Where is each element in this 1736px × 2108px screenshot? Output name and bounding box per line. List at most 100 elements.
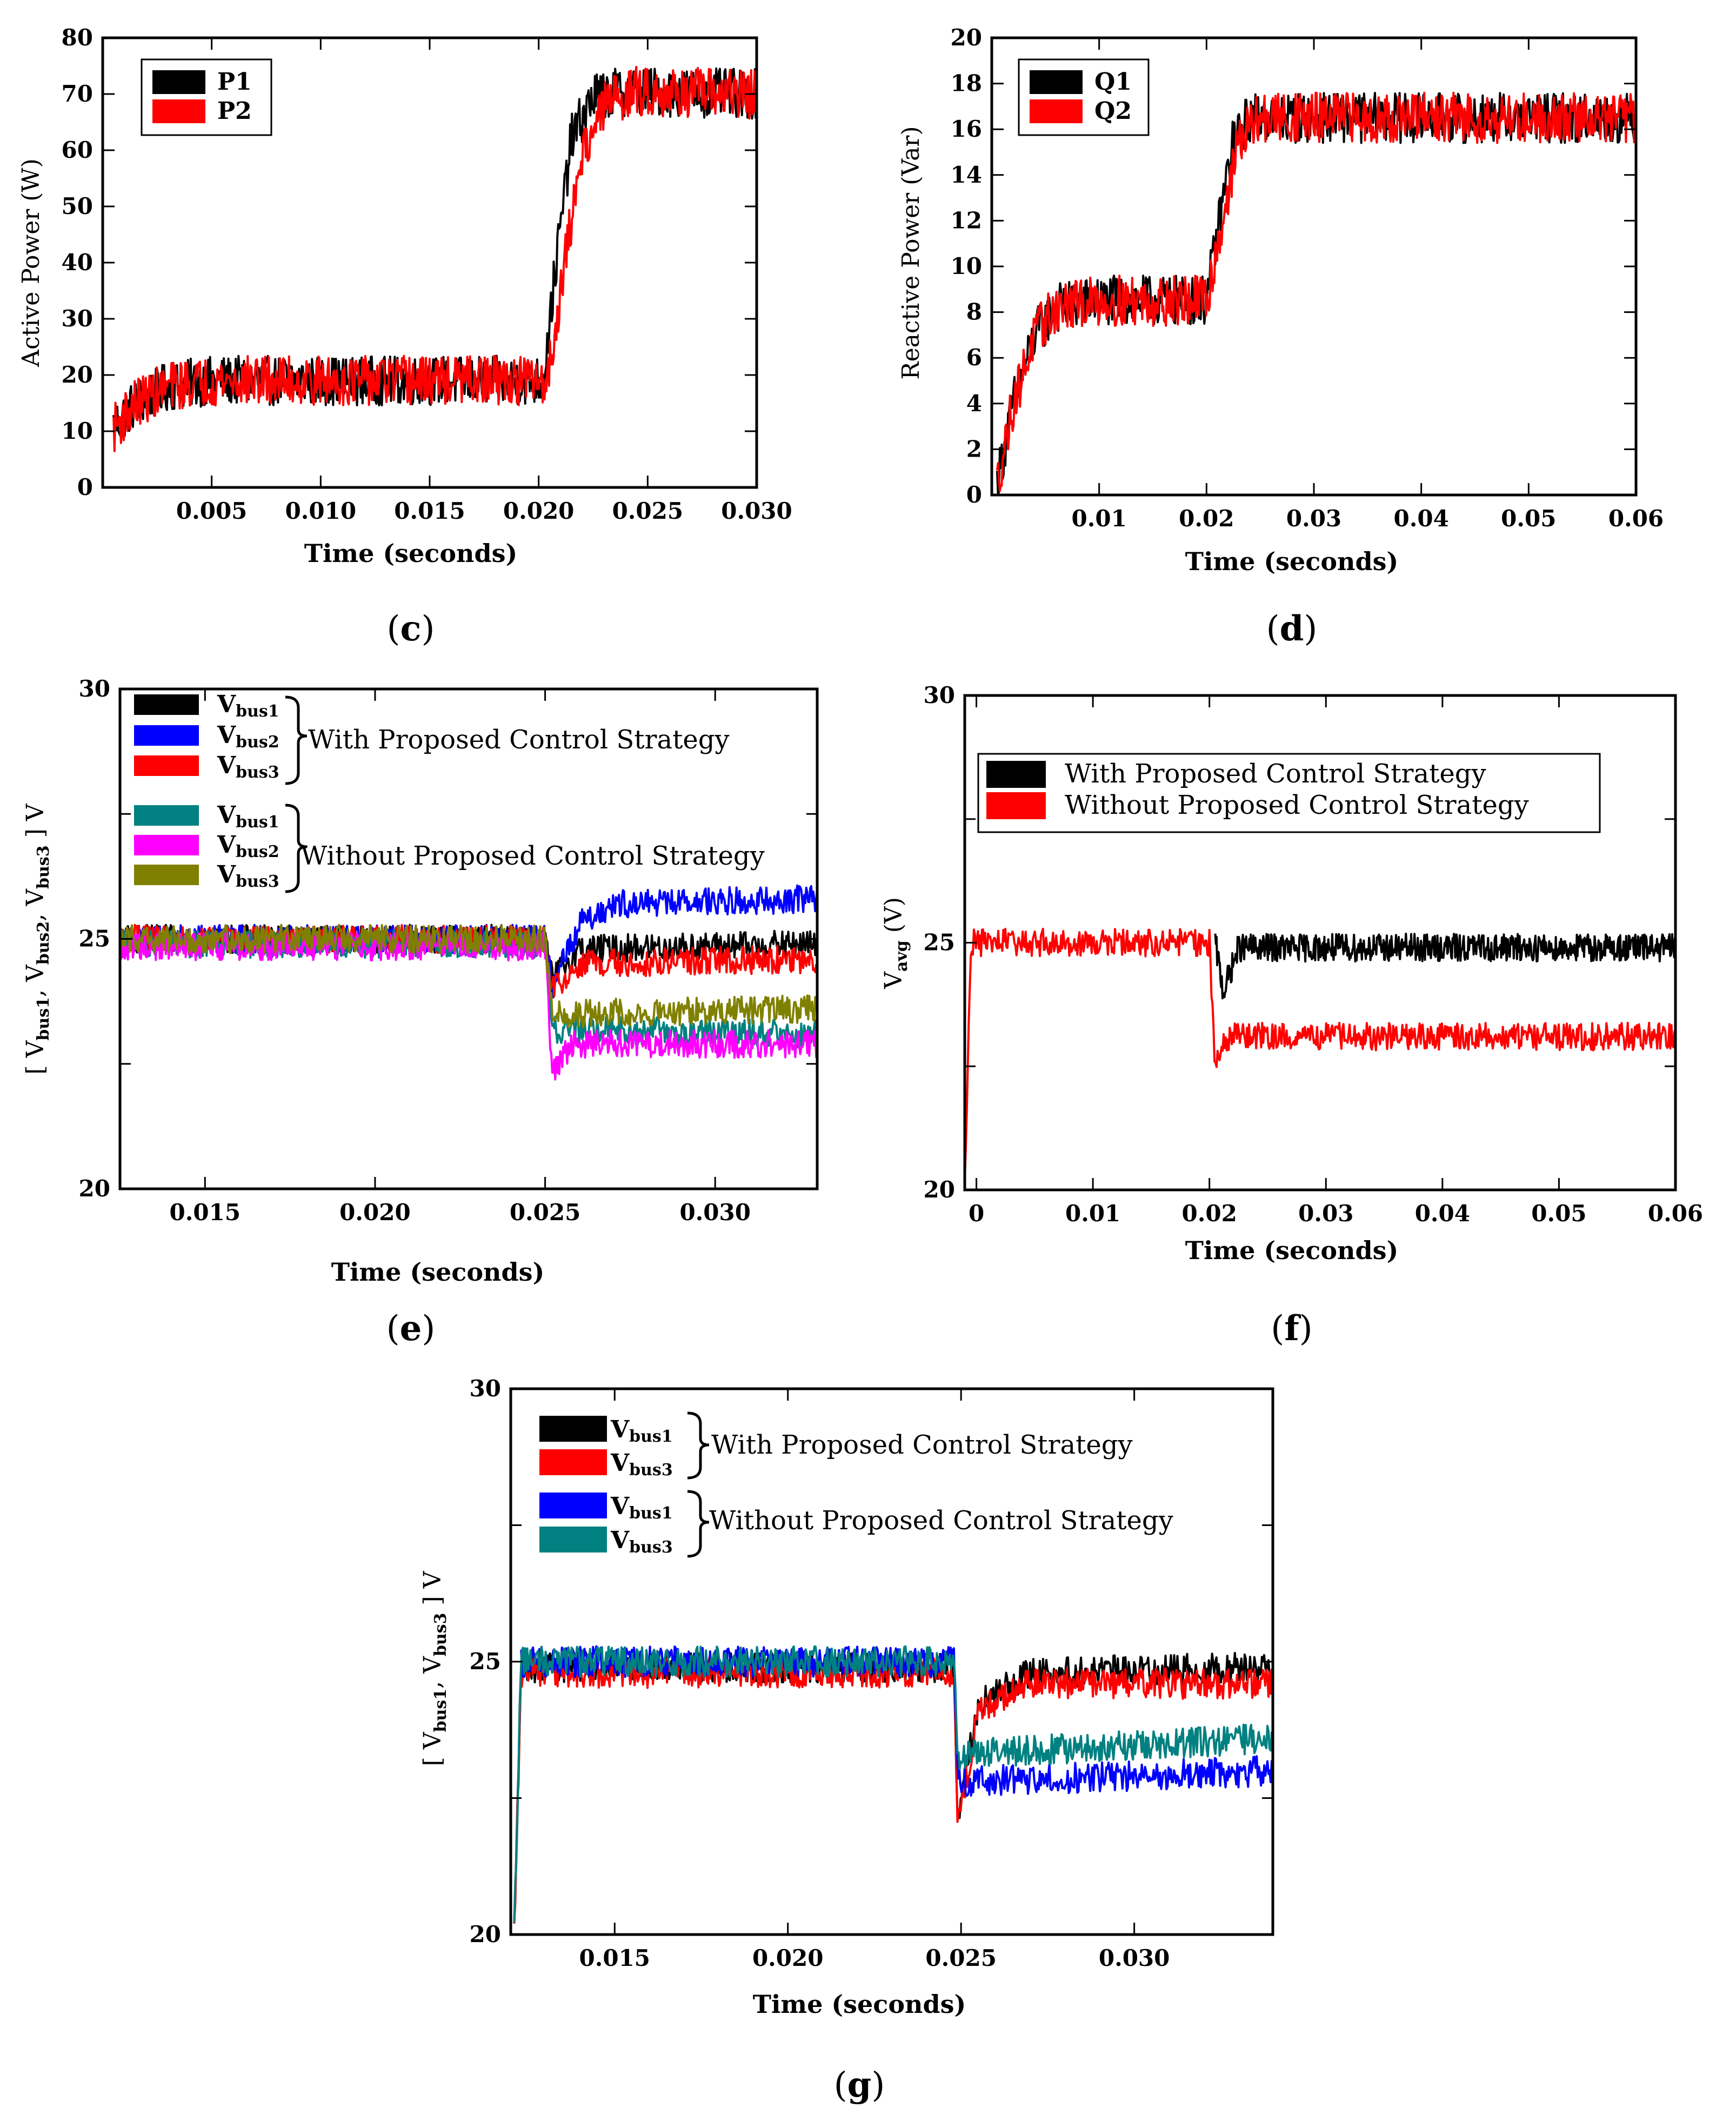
legend-label-g-1-prefix: V [610, 1416, 630, 1443]
xtick-label-d: 0.05 [1501, 505, 1556, 532]
legend-label-e-4-sub: bus1 [236, 813, 279, 832]
ytick-label-c: 60 [62, 137, 93, 163]
chart-f-y-axis-label: Vavg (V) [880, 897, 911, 989]
legend-group-e-without: Without Proposed Control Strategy [301, 841, 765, 871]
legend-label-p1: P1 [217, 68, 252, 96]
legend-label-e-2-prefix: V [217, 721, 236, 749]
chart-d-y-axis-label: Reactive Power (Var) [897, 126, 925, 379]
chart-e-ylabel-unit: ] V [22, 803, 49, 845]
xtick-label-d: 0.03 [1286, 505, 1341, 532]
caption-g: (g) [834, 2065, 885, 2105]
chart-e-legend: Vbus1 Vbus2 Vbus3 Vbus1 Vbus2 Vbus3 With… [134, 691, 765, 893]
legend-swatch-f-with [986, 761, 1046, 788]
chart-c-x-tick-labels: 0.005 0.010 0.015 0.020 0.025 0.030 [176, 498, 792, 524]
legend-label-g-4-sub: bus3 [629, 1538, 673, 1557]
xtick-label-f: 0.05 [1531, 1200, 1586, 1227]
ytick-label-d: 0 [966, 481, 982, 508]
chart-g-x-axis-label: Time (seconds) [753, 1990, 966, 2019]
xtick-label-e: 0.030 [679, 1199, 751, 1226]
xtick-label-g: 0.025 [925, 1945, 997, 1971]
series-c-1 [112, 67, 758, 440]
xtick-label-e: 0.025 [510, 1199, 581, 1226]
ytick-label-d: 12 [951, 207, 982, 233]
xtick-label-c: 0.020 [503, 498, 575, 524]
legend-brace-g-with [687, 1411, 710, 1480]
legend-swatch-e-vbus3-with [134, 755, 199, 776]
ytick-label-c: 10 [62, 418, 93, 444]
chart-g-ylabel-v2: , V [419, 1656, 446, 1689]
caption-g-letter: g [847, 2065, 872, 2105]
ytick-label-f: 30 [924, 682, 955, 708]
legend-swatch-q2 [1030, 99, 1083, 123]
chart-e-y-axis-label: [ Vbus1, Vbus2, Vbus3 ] V [22, 803, 53, 1074]
legend-group-g-with: With Proposed Control Strategy [711, 1430, 1133, 1460]
chart-g-ylabel-sub2: bus3 [431, 1613, 450, 1657]
ytick-label-g: 20 [470, 1921, 501, 1948]
legend-label-g-2-sub: bus3 [629, 1461, 673, 1480]
xtick-label-f: 0 [969, 1200, 984, 1227]
legend-label-e-5-sub: bus2 [236, 842, 279, 861]
chart-f-ylabel-sub: avg [892, 940, 911, 972]
xtick-label-d: 0.06 [1608, 505, 1664, 532]
chart-d-legend: Q1 Q2 [1018, 58, 1150, 136]
xtick-label-c: 0.025 [612, 498, 684, 524]
legend-label-g-3-prefix: V [610, 1493, 630, 1520]
chart-d-x-axis-label: Time (seconds) [1185, 547, 1399, 576]
chart-c-tick-marks [103, 37, 758, 488]
legend-group-e-with: With Proposed Control Strategy [308, 725, 730, 755]
ytick-label-d: 16 [951, 116, 982, 142]
legend-label-e-4-prefix: V [217, 801, 236, 829]
legend-label-e-2-sub: bus2 [236, 733, 279, 752]
ytick-label-c: 30 [62, 305, 93, 332]
chart-g-ylabel-unit: ] V [419, 1570, 446, 1612]
chart-g-legend: Vbus1 Vbus3 Vbus1 Vbus3 With Proposed Co… [539, 1411, 1173, 1558]
chart-e-ylabel-v1: [ V [22, 1040, 49, 1074]
chart-e-ylabel-sub2: bus2 [34, 921, 53, 965]
legend-label-g-vbus3-with: Vbus3 [610, 1449, 673, 1480]
legend-label-e-vbus1-without: Vbus1 [217, 801, 279, 832]
chart-d-series [996, 91, 1637, 496]
series-c-2 [112, 65, 758, 452]
chart-c-y-axis-label: Active Power (W) [17, 158, 45, 367]
chart-e-ylabel-v2: , V [22, 964, 49, 997]
chart-e-ylabel-v3: , V [22, 888, 49, 921]
xtick-label-f: 0.03 [1298, 1200, 1353, 1227]
legend-group-g-without: Without Proposed Control Strategy [709, 1505, 1173, 1536]
ytick-label-d: 10 [951, 253, 982, 279]
legend-label-p2: P2 [217, 97, 252, 125]
chart-g-y-axis-label: [ Vbus1, Vbus3 ] V [419, 1570, 450, 1766]
xtick-label-c: 0.010 [285, 498, 357, 524]
ytick-label-c: 20 [62, 362, 93, 388]
caption-f: (f) [1271, 1308, 1312, 1349]
series-f-2 [964, 927, 1677, 1181]
caption-c-letter: c [400, 608, 422, 649]
legend-label-e-1-sub: bus1 [236, 702, 279, 721]
ytick-label-e: 25 [79, 926, 110, 952]
legend-label-e-vbus1-with: Vbus1 [217, 691, 279, 721]
chart-g-ylabel-sub1: bus1 [431, 1689, 450, 1732]
legend-label-g-vbus1-with: Vbus1 [610, 1416, 673, 1446]
caption-d: (d) [1266, 608, 1318, 649]
legend-label-e-vbus3-with: Vbus3 [217, 752, 279, 782]
legend-label-q1: Q1 [1094, 68, 1132, 96]
ytick-label-f: 20 [924, 1176, 955, 1203]
legend-label-e-1-prefix: V [217, 691, 236, 718]
chart-d-x-tick-labels: 0.01 0.02 0.03 0.04 0.05 0.06 [1072, 505, 1664, 532]
ytick-label-e: 20 [79, 1175, 110, 1202]
ytick-label-f: 25 [924, 929, 955, 956]
xtick-label-g: 0.030 [1099, 1945, 1170, 1971]
chart-e-series [119, 884, 818, 1081]
chart-g-frame [509, 1387, 1274, 1936]
legend-swatch-f-without [986, 792, 1046, 819]
xtick-label-d: 0.01 [1072, 505, 1127, 532]
chart-f-legend: With Proposed Control Strategy Without P… [977, 753, 1601, 833]
chart-e-x-axis-label: Time (seconds) [331, 1257, 545, 1287]
legend-swatch-g-vbus1-with [539, 1416, 607, 1442]
legend-label-e-vbus2-without: Vbus2 [217, 831, 279, 861]
chart-f-x-axis-label: Time (seconds) [1185, 1236, 1399, 1265]
ytick-label-e: 30 [79, 675, 110, 702]
legend-swatch-e-vbus1-without [134, 805, 199, 826]
caption-c: (c) [387, 608, 435, 649]
